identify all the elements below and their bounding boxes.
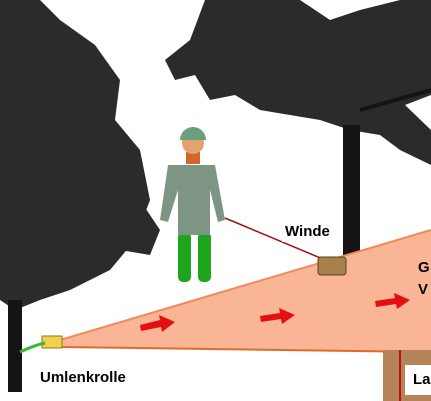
area-label: G	[418, 259, 430, 276]
diagram: Winde Umlenkrolle G V La	[0, 0, 431, 401]
load-label: La	[413, 371, 431, 388]
winch-label: Winde	[285, 223, 330, 240]
pulley-label: Umlenkrolle	[40, 369, 126, 386]
area-label: V	[418, 281, 428, 298]
pulley	[42, 336, 62, 348]
winch	[318, 257, 346, 275]
